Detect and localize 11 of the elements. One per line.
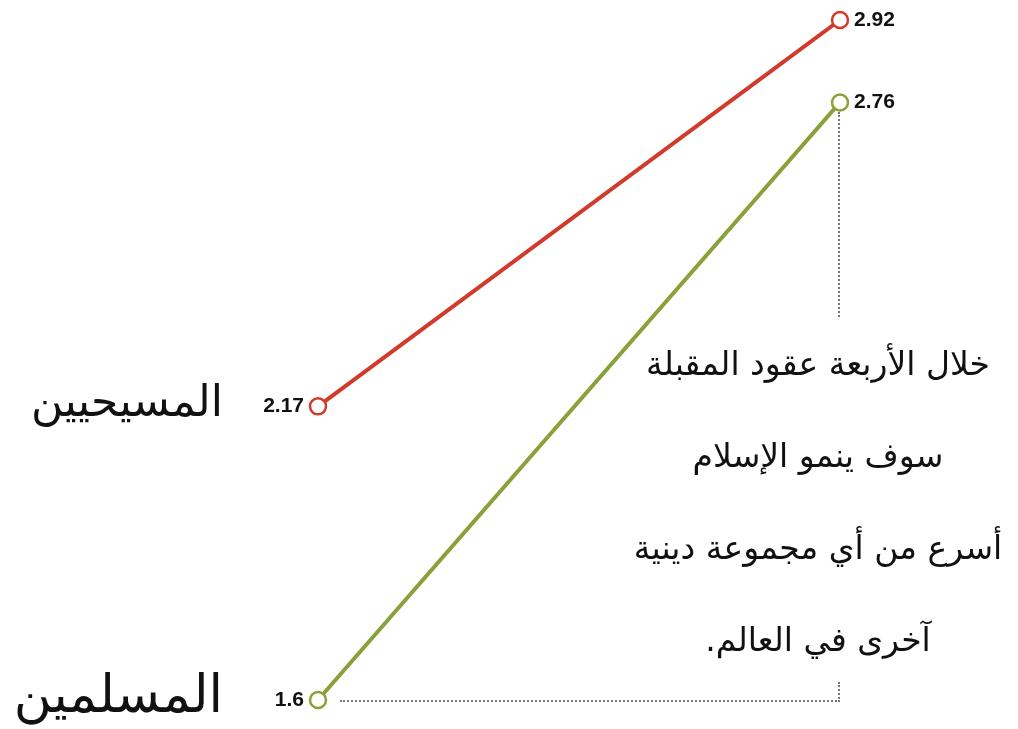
series-label: المسيحيين [30,374,223,427]
data-label: 1.6 [274,686,304,710]
point [308,397,328,416]
series-label: المسلمين [13,663,223,725]
data-label: 2.92 [854,6,895,30]
point [308,690,328,710]
data-label: 2.76 [854,89,895,113]
data-label: 2.17 [263,393,304,417]
point [830,93,850,112]
point [830,10,850,30]
text: خلال الأربعة عقود المقبلة سوف ينمو الإسلام أسرع من أي مجموعة دينية آخرى في العالم. [633,344,1003,659]
